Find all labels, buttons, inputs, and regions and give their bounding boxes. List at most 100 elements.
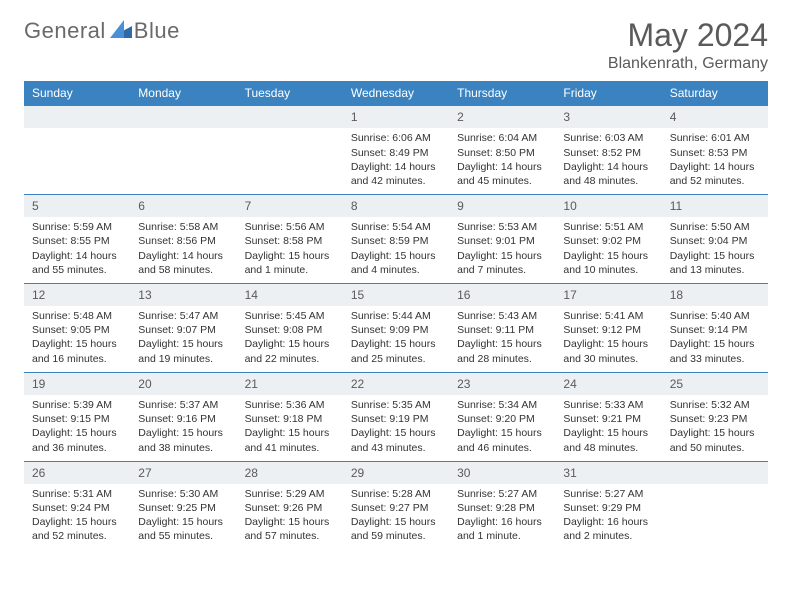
- sunset-text: Sunset: 9:01 PM: [457, 234, 547, 248]
- sunrise-text: Sunrise: 5:32 AM: [670, 398, 760, 412]
- sunrise-text: Sunrise: 5:47 AM: [138, 309, 228, 323]
- day-number-cell: 20: [130, 372, 236, 395]
- day-content-cell: Sunrise: 6:04 AMSunset: 8:50 PMDaylight:…: [449, 128, 555, 194]
- day-content-cell: Sunrise: 5:36 AMSunset: 9:18 PMDaylight:…: [237, 395, 343, 461]
- daylight-text: Daylight: 15 hours and 55 minutes.: [138, 515, 228, 543]
- day-number-cell: [24, 106, 130, 129]
- sunrise-text: Sunrise: 5:51 AM: [563, 220, 653, 234]
- day-number-cell: 25: [662, 372, 768, 395]
- daylight-text: Daylight: 14 hours and 45 minutes.: [457, 160, 547, 188]
- day-number-cell: 9: [449, 195, 555, 218]
- daylight-text: Daylight: 15 hours and 4 minutes.: [351, 249, 441, 277]
- day-content-cell: Sunrise: 5:51 AMSunset: 9:02 PMDaylight:…: [555, 217, 661, 283]
- sunrise-text: Sunrise: 6:06 AM: [351, 131, 441, 145]
- day-content-cell: Sunrise: 5:32 AMSunset: 9:23 PMDaylight:…: [662, 395, 768, 461]
- day-content-cell: Sunrise: 5:59 AMSunset: 8:55 PMDaylight:…: [24, 217, 130, 283]
- sunset-text: Sunset: 8:55 PM: [32, 234, 122, 248]
- weekday-header: Wednesday: [343, 81, 449, 106]
- day-number-cell: 3: [555, 106, 661, 129]
- day-number-cell: 12: [24, 283, 130, 306]
- title-block: May 2024 Blankenrath, Germany: [608, 18, 768, 73]
- day-content-cell: Sunrise: 5:48 AMSunset: 9:05 PMDaylight:…: [24, 306, 130, 372]
- brand-word-1: General: [24, 18, 106, 44]
- sunrise-text: Sunrise: 5:41 AM: [563, 309, 653, 323]
- sunset-text: Sunset: 8:50 PM: [457, 146, 547, 160]
- day-content-cell: Sunrise: 5:44 AMSunset: 9:09 PMDaylight:…: [343, 306, 449, 372]
- day-content-row: Sunrise: 5:39 AMSunset: 9:15 PMDaylight:…: [24, 395, 768, 461]
- weekday-header: Monday: [130, 81, 236, 106]
- weekday-header: Saturday: [662, 81, 768, 106]
- day-number-cell: 22: [343, 372, 449, 395]
- weekday-header: Sunday: [24, 81, 130, 106]
- daylight-text: Daylight: 15 hours and 41 minutes.: [245, 426, 335, 454]
- daylight-text: Daylight: 15 hours and 59 minutes.: [351, 515, 441, 543]
- day-number-cell: 17: [555, 283, 661, 306]
- daylight-text: Daylight: 15 hours and 36 minutes.: [32, 426, 122, 454]
- day-number-cell: 5: [24, 195, 130, 218]
- day-content-cell: Sunrise: 6:03 AMSunset: 8:52 PMDaylight:…: [555, 128, 661, 194]
- sunrise-text: Sunrise: 5:59 AM: [32, 220, 122, 234]
- calendar-table: SundayMondayTuesdayWednesdayThursdayFrid…: [24, 81, 768, 549]
- brand-word-2: Blue: [134, 18, 180, 44]
- sunrise-text: Sunrise: 5:33 AM: [563, 398, 653, 412]
- daylight-text: Daylight: 15 hours and 16 minutes.: [32, 337, 122, 365]
- sunrise-text: Sunrise: 5:37 AM: [138, 398, 228, 412]
- daylight-text: Daylight: 15 hours and 38 minutes.: [138, 426, 228, 454]
- sunset-text: Sunset: 8:53 PM: [670, 146, 760, 160]
- day-number-row: 567891011: [24, 195, 768, 218]
- sunset-text: Sunset: 8:58 PM: [245, 234, 335, 248]
- sunrise-text: Sunrise: 5:34 AM: [457, 398, 547, 412]
- sunset-text: Sunset: 9:26 PM: [245, 501, 335, 515]
- day-number-cell: [662, 461, 768, 484]
- day-content-cell: Sunrise: 5:30 AMSunset: 9:25 PMDaylight:…: [130, 484, 236, 550]
- daylight-text: Daylight: 15 hours and 7 minutes.: [457, 249, 547, 277]
- sunset-text: Sunset: 9:21 PM: [563, 412, 653, 426]
- day-content-cell: [662, 484, 768, 550]
- sunset-text: Sunset: 9:29 PM: [563, 501, 653, 515]
- sunrise-text: Sunrise: 5:30 AM: [138, 487, 228, 501]
- sunset-text: Sunset: 9:14 PM: [670, 323, 760, 337]
- sunrise-text: Sunrise: 5:54 AM: [351, 220, 441, 234]
- calendar-page: General Blue May 2024 Blankenrath, Germa…: [0, 0, 792, 568]
- day-content-cell: Sunrise: 5:34 AMSunset: 9:20 PMDaylight:…: [449, 395, 555, 461]
- sunrise-text: Sunrise: 5:28 AM: [351, 487, 441, 501]
- day-content-row: Sunrise: 5:59 AMSunset: 8:55 PMDaylight:…: [24, 217, 768, 283]
- weekday-header: Tuesday: [237, 81, 343, 106]
- daylight-text: Daylight: 15 hours and 43 minutes.: [351, 426, 441, 454]
- day-number-cell: 16: [449, 283, 555, 306]
- day-content-cell: Sunrise: 5:50 AMSunset: 9:04 PMDaylight:…: [662, 217, 768, 283]
- sunset-text: Sunset: 9:24 PM: [32, 501, 122, 515]
- sunrise-text: Sunrise: 5:36 AM: [245, 398, 335, 412]
- day-number-cell: 28: [237, 461, 343, 484]
- day-content-cell: Sunrise: 5:58 AMSunset: 8:56 PMDaylight:…: [130, 217, 236, 283]
- day-number-cell: 30: [449, 461, 555, 484]
- sunrise-text: Sunrise: 5:45 AM: [245, 309, 335, 323]
- day-content-cell: Sunrise: 5:54 AMSunset: 8:59 PMDaylight:…: [343, 217, 449, 283]
- sunset-text: Sunset: 9:16 PM: [138, 412, 228, 426]
- sunset-text: Sunset: 9:05 PM: [32, 323, 122, 337]
- day-number-cell: [130, 106, 236, 129]
- sunrise-text: Sunrise: 5:39 AM: [32, 398, 122, 412]
- daylight-text: Daylight: 16 hours and 2 minutes.: [563, 515, 653, 543]
- page-title: May 2024: [608, 18, 768, 53]
- day-number-cell: 18: [662, 283, 768, 306]
- day-content-cell: [237, 128, 343, 194]
- brand-logo-icon: [110, 18, 132, 44]
- daylight-text: Daylight: 15 hours and 48 minutes.: [563, 426, 653, 454]
- sunset-text: Sunset: 9:08 PM: [245, 323, 335, 337]
- day-content-cell: Sunrise: 5:37 AMSunset: 9:16 PMDaylight:…: [130, 395, 236, 461]
- day-number-cell: 19: [24, 372, 130, 395]
- day-content-cell: Sunrise: 5:35 AMSunset: 9:19 PMDaylight:…: [343, 395, 449, 461]
- sunrise-text: Sunrise: 6:04 AM: [457, 131, 547, 145]
- sunset-text: Sunset: 9:04 PM: [670, 234, 760, 248]
- sunrise-text: Sunrise: 6:03 AM: [563, 131, 653, 145]
- daylight-text: Daylight: 14 hours and 55 minutes.: [32, 249, 122, 277]
- daylight-text: Daylight: 16 hours and 1 minute.: [457, 515, 547, 543]
- sunrise-text: Sunrise: 5:44 AM: [351, 309, 441, 323]
- sunset-text: Sunset: 9:27 PM: [351, 501, 441, 515]
- day-content-cell: Sunrise: 6:01 AMSunset: 8:53 PMDaylight:…: [662, 128, 768, 194]
- day-number-cell: 15: [343, 283, 449, 306]
- sunset-text: Sunset: 9:25 PM: [138, 501, 228, 515]
- sunrise-text: Sunrise: 5:40 AM: [670, 309, 760, 323]
- day-number-row: 12131415161718: [24, 283, 768, 306]
